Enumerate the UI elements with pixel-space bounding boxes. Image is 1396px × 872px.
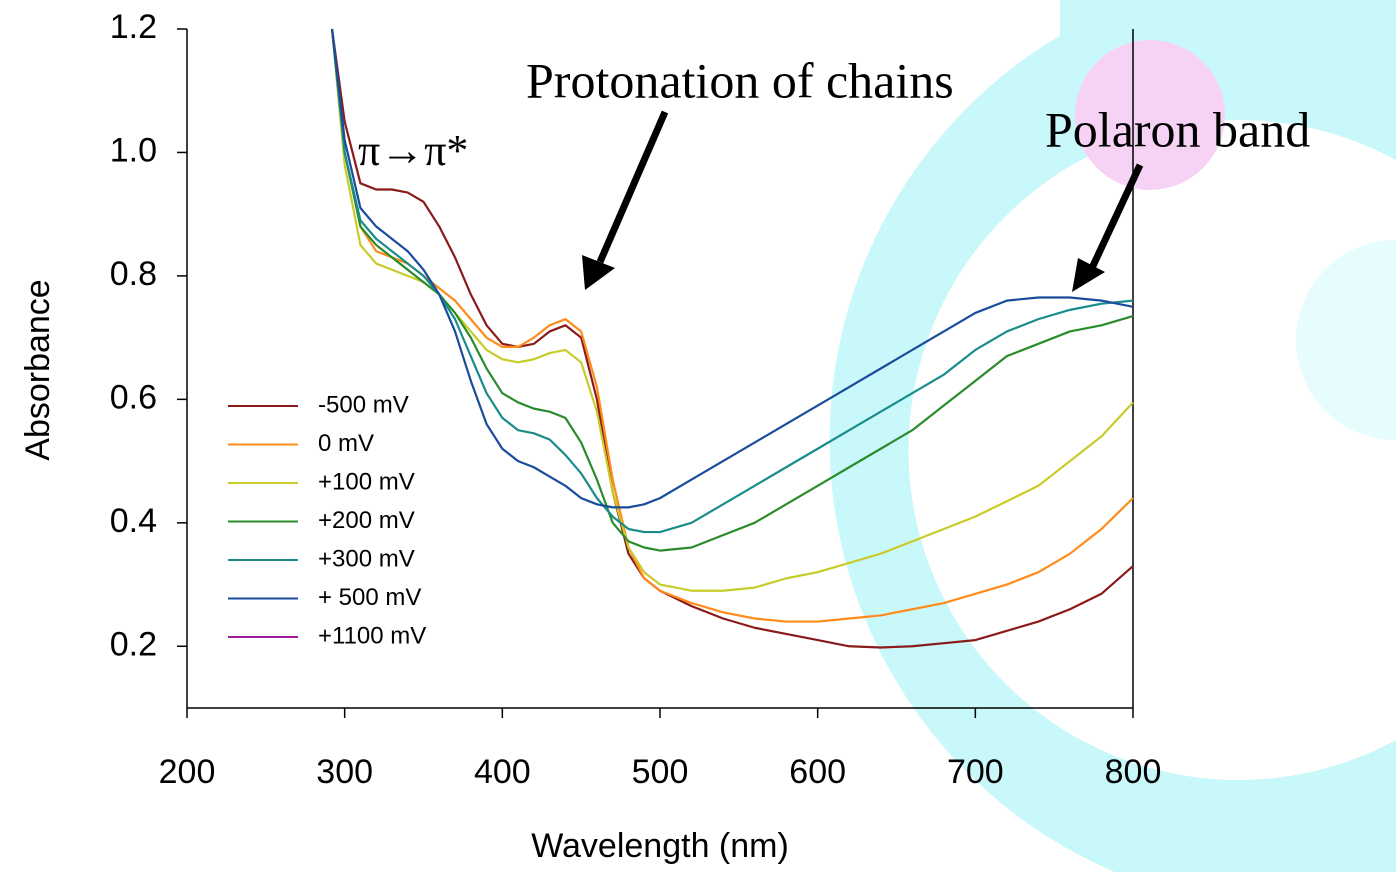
- legend-label: +300 mV: [318, 545, 415, 572]
- x-tick-label: 300: [316, 753, 373, 791]
- plot-area: 0.2 0.4 0.6 0.8 1.0 1.2 200 300 400 500 600 700 800 -…: [110, 8, 1162, 791]
- y-tick-label: 1.0: [110, 131, 157, 169]
- series-line: [330, 28, 1134, 534]
- x-tick-label: 500: [632, 753, 689, 791]
- x-axis-label: Wavelength (nm): [531, 827, 789, 865]
- arrows: [582, 110, 1144, 292]
- y-tick-label: 1.2: [110, 8, 157, 46]
- legend-label: 0 mV: [318, 430, 374, 457]
- x-tick-label: 700: [947, 753, 1004, 791]
- series-line: [330, 28, 1134, 552]
- y-tick-label: 0.6: [110, 378, 157, 416]
- y-axis-label: Absorbance: [19, 279, 57, 460]
- background-decoration: [829, 0, 1396, 872]
- legend-label: +1100 mV: [318, 622, 426, 649]
- x-tick-label: 200: [159, 753, 216, 791]
- y-tick-label: 0.2: [110, 625, 157, 663]
- x-tick-label: 600: [789, 753, 846, 791]
- legend-label: -500 mV: [318, 391, 409, 418]
- annotation: Polaron band: [1045, 101, 1310, 157]
- annotation: Protonation of chains: [526, 52, 954, 108]
- series-line: [330, 28, 1134, 509]
- legend-label: + 500 mV: [318, 584, 421, 611]
- legend-label: +100 mV: [318, 468, 415, 495]
- x-tick-label: 400: [474, 753, 531, 791]
- y-tick-label: 0.8: [110, 255, 157, 293]
- annotation: π→π*: [358, 126, 468, 175]
- legend-label: +200 mV: [318, 507, 415, 534]
- y-tick-label: 0.4: [110, 502, 157, 540]
- x-tick-label: 800: [1105, 753, 1162, 791]
